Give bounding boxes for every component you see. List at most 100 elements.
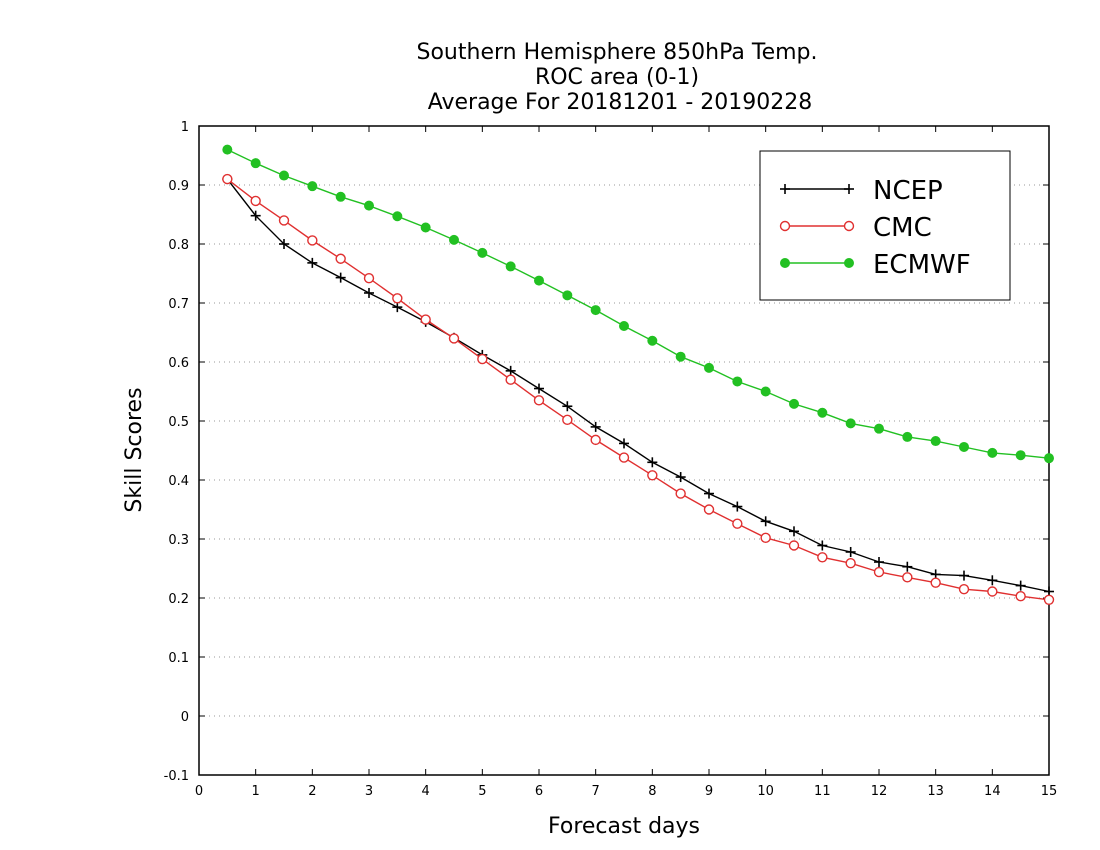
data-point (1015, 591, 1026, 602)
data-point (779, 220, 791, 232)
data-point (704, 488, 714, 499)
data-point (562, 290, 573, 301)
data-point (874, 423, 884, 434)
data-point (959, 441, 969, 452)
data-point (845, 546, 856, 557)
data-point (675, 472, 686, 483)
legend: NCEP CMC ECMWF (759, 150, 1011, 301)
x-tick-label: 8 (648, 784, 656, 799)
x-tick-label: 5 (478, 784, 486, 799)
data-point (817, 407, 828, 418)
data-point (987, 575, 998, 586)
x-tick-label: 14 (984, 784, 1001, 799)
data-point (647, 470, 658, 481)
data-point (902, 431, 913, 442)
data-point (307, 235, 318, 246)
data-point (448, 333, 460, 344)
legend-label: CMC (873, 213, 932, 243)
data-point (959, 570, 969, 581)
data-point (562, 401, 573, 412)
y-tick-label: 0.1 (168, 651, 189, 666)
data-point (1044, 453, 1054, 464)
data-point (392, 293, 403, 304)
data-point (278, 215, 290, 226)
data-point (817, 552, 828, 563)
data-point (789, 526, 799, 537)
x-tick-label: 2 (308, 784, 316, 799)
x-tick-label: 13 (927, 784, 944, 799)
data-point (780, 184, 790, 194)
data-point (590, 434, 601, 446)
data-point (590, 421, 601, 432)
data-point (1043, 594, 1055, 605)
data-point (335, 191, 346, 202)
legend-label: NCEP (873, 176, 943, 206)
data-point (364, 200, 374, 211)
data-point (222, 144, 233, 155)
data-point (902, 561, 913, 572)
legend-label: ECMWF (873, 250, 971, 280)
data-point (647, 457, 658, 468)
chart-title: Southern Hemisphere 850hPa Temp. ROC are… (417, 40, 818, 115)
data-point (732, 518, 743, 529)
data-point (279, 170, 289, 181)
data-point (817, 540, 828, 551)
y-tick-label: 0.2 (168, 592, 189, 607)
series-cmc (222, 173, 1055, 605)
data-point (279, 239, 289, 249)
x-tick-label: 11 (814, 784, 831, 799)
data-point (250, 158, 261, 169)
x-tick-label: 15 (1041, 784, 1058, 799)
gridlines (199, 184, 1049, 717)
data-point (647, 335, 658, 346)
data-point (760, 532, 771, 544)
x-tick-label: 4 (422, 784, 430, 799)
y-tick-label: 0.9 (168, 179, 189, 194)
data-point (732, 376, 743, 387)
series-ecmwf (222, 144, 1054, 464)
data-point (449, 234, 459, 245)
y-tick-label: 0.3 (168, 533, 189, 548)
data-point (930, 577, 941, 588)
data-point (363, 273, 375, 284)
data-point (477, 247, 488, 258)
x-axis-label: Forecast days (548, 814, 700, 839)
data-point (505, 261, 516, 272)
y-axis-label: Skill Scores (122, 387, 147, 512)
x-tick-label: 9 (705, 784, 713, 799)
data-point (250, 195, 261, 207)
data-point (780, 258, 790, 268)
data-point (703, 504, 715, 515)
y-tick-label: 0.6 (168, 356, 189, 371)
data-point (1015, 580, 1026, 591)
y-tick-label: 0.8 (168, 238, 189, 253)
x-tick-label: 12 (871, 784, 888, 799)
data-point (987, 586, 998, 597)
data-point (534, 275, 544, 286)
series-line (226, 178, 1050, 593)
series-group (222, 144, 1055, 605)
data-point (845, 557, 856, 569)
data-point (843, 220, 855, 232)
data-point (958, 583, 970, 595)
data-point (675, 351, 686, 362)
axes (198, 125, 1050, 776)
data-point (533, 395, 545, 406)
chart-title-line-1: Southern Hemisphere 850hPa Temp. (417, 40, 818, 65)
chart-title-line-3: Average For 20181201 - 20190228 (428, 90, 813, 115)
x-tick-label: 3 (365, 784, 373, 799)
y-tick-label: 0.5 (168, 415, 189, 430)
data-point (844, 258, 854, 268)
legend-box (759, 150, 1011, 301)
data-point (873, 566, 885, 578)
x-tick-label: 1 (252, 784, 260, 799)
data-point (760, 386, 771, 397)
data-point (364, 287, 374, 298)
data-point (902, 572, 913, 583)
data-point (619, 438, 629, 449)
y-axis-ticks: -0.1 0 0.1 0.2 0.3 0.4 0.5 0.6 0.7 0.8 0.9 1 (164, 120, 1049, 784)
legend-entry-cmc: CMC (779, 213, 932, 243)
data-point (732, 501, 743, 512)
x-tick-label: 7 (592, 784, 600, 799)
